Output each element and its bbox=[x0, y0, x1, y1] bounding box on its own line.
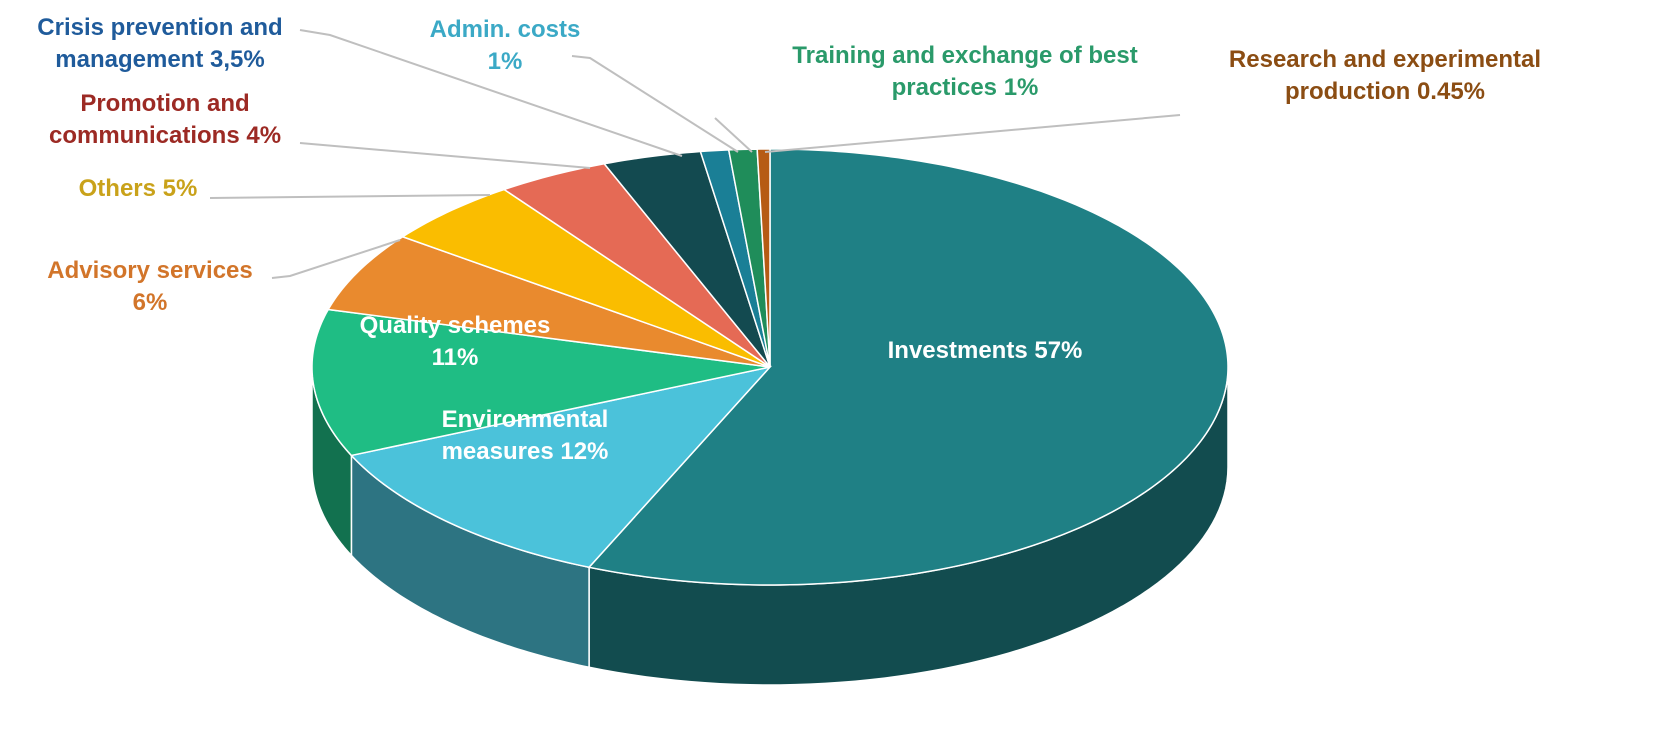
data-label: Others 5% bbox=[38, 173, 238, 205]
leader-line bbox=[271, 239, 401, 279]
data-label: Admin. costs 1% bbox=[410, 14, 600, 78]
category-label: Advisory services bbox=[47, 257, 253, 284]
value-label: 57% bbox=[1034, 337, 1083, 364]
slice bbox=[602, 150, 771, 368]
data-label: Quality schemes 11% bbox=[335, 310, 575, 374]
data-label: Training and exchange of best practices … bbox=[750, 40, 1180, 104]
category-label: Admin. costs bbox=[429, 16, 581, 43]
value-label: 1% bbox=[1003, 74, 1039, 101]
leader-line bbox=[571, 55, 739, 153]
category-label: Environmental measures bbox=[441, 406, 609, 465]
value-label: 11% bbox=[431, 344, 479, 371]
category-label: Others bbox=[78, 175, 156, 202]
leader-line bbox=[299, 142, 591, 169]
data-label: Crisis prevention and management 3,5% bbox=[5, 12, 315, 76]
value-label: 3,5% bbox=[210, 46, 265, 73]
category-label: Training and exchange of best practices bbox=[792, 42, 1138, 101]
value-label: 5% bbox=[162, 175, 198, 202]
leader-line bbox=[764, 114, 1181, 153]
category-label: Quality schemes bbox=[359, 312, 551, 339]
slice bbox=[587, 148, 1229, 586]
data-label: Investments 57% bbox=[885, 335, 1085, 367]
category-label: Research and experimental production bbox=[1228, 46, 1542, 105]
slice bbox=[502, 162, 771, 368]
data-label: Advisory services 6% bbox=[30, 255, 270, 319]
value-label: 12% bbox=[560, 438, 609, 465]
value-label: 6% bbox=[132, 289, 168, 316]
slice bbox=[349, 365, 773, 569]
leader-line bbox=[714, 117, 753, 153]
category-label: Promotion and communications bbox=[48, 90, 250, 149]
value-label: 4% bbox=[246, 122, 282, 149]
slice bbox=[326, 235, 771, 368]
category-label: Crisis prevention and management bbox=[37, 14, 283, 73]
data-label: Research and experimental production 0.4… bbox=[1195, 44, 1575, 108]
category-label: Investments bbox=[887, 337, 1028, 364]
value-label: 1% bbox=[487, 48, 523, 75]
slice bbox=[311, 308, 771, 457]
value-label: 0.45% bbox=[1416, 78, 1486, 105]
leader-line bbox=[209, 194, 491, 199]
data-label: Environmental measures 12% bbox=[415, 404, 635, 468]
slice bbox=[756, 148, 771, 368]
data-label: Promotion and communications 4% bbox=[25, 88, 305, 152]
leader-line bbox=[299, 29, 683, 157]
